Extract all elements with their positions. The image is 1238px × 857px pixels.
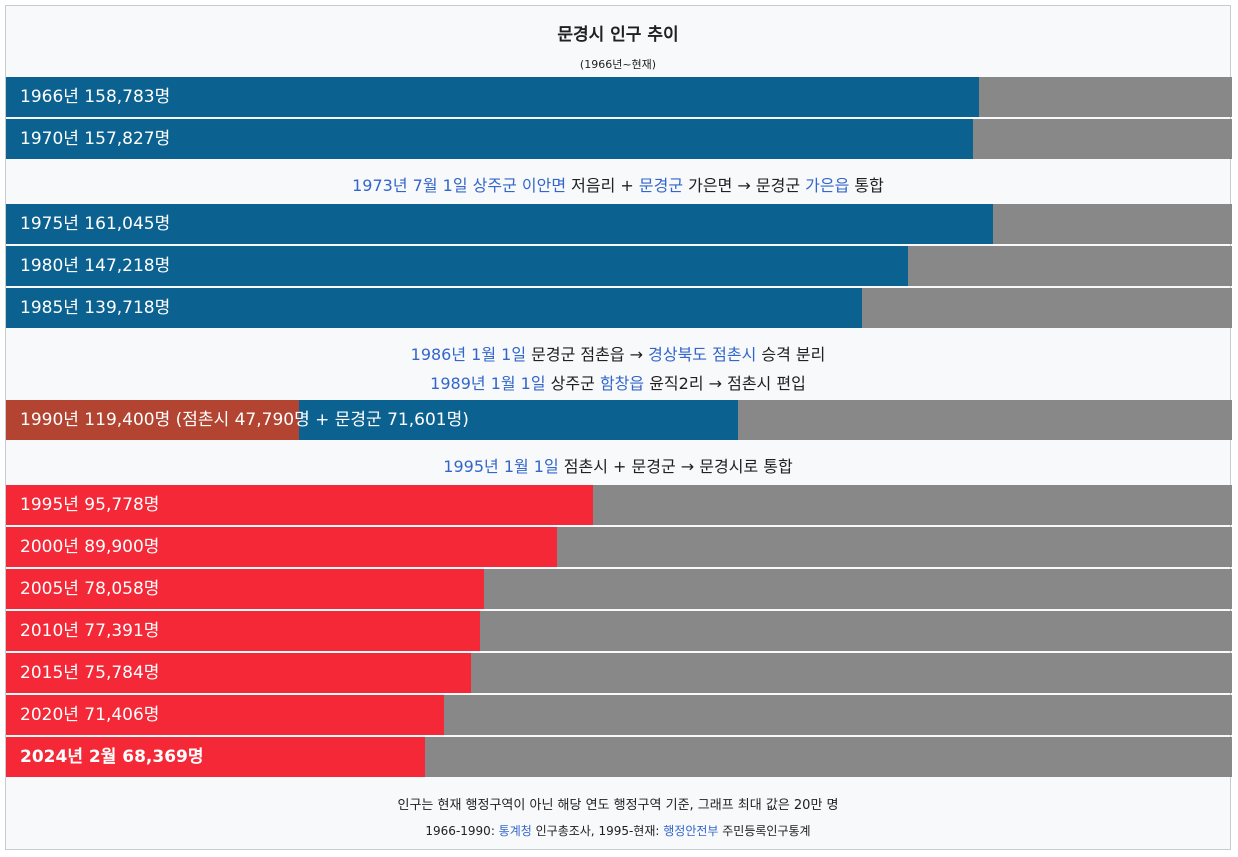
- chart-frame: 문경시 인구 추이 (1966년~현재) 1966년 158,783명 1970년…: [5, 5, 1232, 850]
- note-text: 저음리 +: [566, 176, 639, 195]
- bar-row-1985: 1985년 139,718명: [6, 288, 1232, 328]
- bar-segment-1990-mungyeong: [298, 400, 738, 440]
- gyeongbuk-link[interactable]: 경상북도: [648, 345, 708, 364]
- bar-row-2015: 2015년 75,784명: [6, 653, 1232, 693]
- bar-row-2024-02: 2024년 2월 68,369명: [6, 737, 1232, 777]
- sangju-link[interactable]: 상주군: [472, 176, 517, 195]
- note-date-link[interactable]: 1989년 1월 1일: [430, 374, 546, 393]
- note-text: 가은면 → 문경군: [683, 176, 806, 195]
- chart-title: 문경시 인구 추이: [557, 25, 679, 45]
- bar-label-1970: 1970년 157,827명: [20, 129, 171, 149]
- note-text: 문경군 점촌읍 →: [526, 345, 649, 364]
- mungyeong-gun-link[interactable]: 문경군: [638, 176, 684, 195]
- bar-label-1985: 1985년 139,718명: [20, 298, 171, 318]
- ian-myeon-link[interactable]: 이안면: [521, 176, 567, 195]
- note-1986-split: 1986년 1월 1일 문경군 점촌읍 → 경상북도 점촌시 승격 분리: [6, 341, 1230, 365]
- chart-subtitle: (1966년~현재): [579, 58, 657, 71]
- bar-row-2020: 2020년 71,406명: [6, 695, 1232, 735]
- note-1995-merge: 1995년 1월 1일 점촌시 + 문경군 → 문경시로 통합: [6, 453, 1230, 477]
- bar-fill-1985: [6, 288, 863, 328]
- bar-label-2000: 2000년 89,900명: [20, 537, 160, 557]
- bar-fill-1970: [6, 119, 974, 159]
- bar-fill-1980: [6, 246, 909, 286]
- footer-text: 주민등록인구통계: [718, 824, 811, 838]
- bar-fill-2010: [6, 611, 481, 651]
- bar-label-1966: 1966년 158,783명: [20, 87, 171, 107]
- bar-label-2005: 2005년 78,058명: [20, 579, 160, 599]
- mois-link[interactable]: 행정안전부: [663, 824, 719, 838]
- bar-row-1990: 1990년 119,400명 (점촌시 47,790명 + 문경군 71,601…: [6, 400, 1232, 440]
- bar-label-2010: 2010년 77,391명: [20, 621, 160, 641]
- jeomchon-si-link[interactable]: 점촌시: [712, 345, 757, 364]
- note-text: 통합: [849, 176, 884, 195]
- footer-text: 1966-1990:: [425, 824, 499, 838]
- bar-segment-1990-jeomchon: [6, 400, 299, 440]
- bar-fill-1975: [6, 204, 994, 244]
- bar-row-2000: 2000년 89,900명: [6, 527, 1232, 567]
- bar-label-2015: 2015년 75,784명: [20, 663, 160, 683]
- bar-row-2005: 2005년 78,058명: [6, 569, 1232, 609]
- note-1989-transfer: 1989년 1월 1일 상주군 함창읍 윤직2리 → 점촌시 편입: [6, 370, 1230, 394]
- bar-row-1970: 1970년 157,827명: [6, 119, 1232, 159]
- bar-fill-2005: [6, 569, 485, 609]
- note-1973-merge: 1973년 7월 1일 상주군 이안면 저음리 + 문경군 가은면 → 문경군 …: [6, 172, 1230, 196]
- bar-label-2020: 2020년 71,406명: [20, 705, 160, 725]
- bar-label-1975: 1975년 161,045명: [20, 214, 171, 234]
- bar-label-1995: 1995년 95,778명: [20, 495, 160, 515]
- note-date-link[interactable]: 1995년 1월 1일: [443, 457, 559, 476]
- bar-label-1980: 1980년 147,218명: [20, 256, 171, 276]
- bar-fill-2015: [6, 653, 471, 693]
- bar-fill-1966: [6, 77, 980, 117]
- bar-fill-2024-02: [6, 737, 426, 777]
- bar-row-1975: 1975년 161,045명: [6, 204, 1232, 244]
- bar-label-1990: 1990년 119,400명 (점촌시 47,790명 + 문경군 71,601…: [20, 410, 469, 430]
- footer-note: 인구는 현재 행정구역이 아닌 해당 연도 행정구역 기준, 그래프 최대 값은…: [397, 798, 839, 813]
- footer-sources: 1966-1990: 통계청 인구총조사, 1995-현재: 행정안전부 주민등…: [6, 822, 1230, 839]
- bar-fill-1995: [6, 485, 594, 525]
- bar-row-1980: 1980년 147,218명: [6, 246, 1232, 286]
- bar-row-1995: 1995년 95,778명: [6, 485, 1232, 525]
- note-date-link[interactable]: 1986년 1월 1일: [410, 345, 527, 364]
- bar-fill-2020: [6, 695, 444, 735]
- note-date-link[interactable]: 1973년 7월 1일: [352, 176, 468, 195]
- footer-text: 인구총조사, 1995-현재:: [531, 824, 664, 838]
- note-text: 점촌시 + 문경군 → 문경시로 통합: [558, 457, 793, 476]
- bar-row-2010: 2010년 77,391명: [6, 611, 1232, 651]
- note-text: 승격 분리: [756, 345, 826, 364]
- gaeun-eup-link[interactable]: 가은읍: [805, 176, 850, 195]
- bar-label-2024-02: 2024년 2월 68,369명: [20, 747, 204, 767]
- hamchang-eup-link[interactable]: 함창읍: [599, 374, 645, 393]
- note-text: 윤직2리 → 점촌시 편입: [644, 374, 806, 393]
- note-text: 상주군: [545, 374, 600, 393]
- bar-fill-2000: [6, 527, 558, 567]
- kostat-link[interactable]: 통계청: [498, 824, 532, 838]
- bar-row-1966: 1966년 158,783명: [6, 77, 1232, 117]
